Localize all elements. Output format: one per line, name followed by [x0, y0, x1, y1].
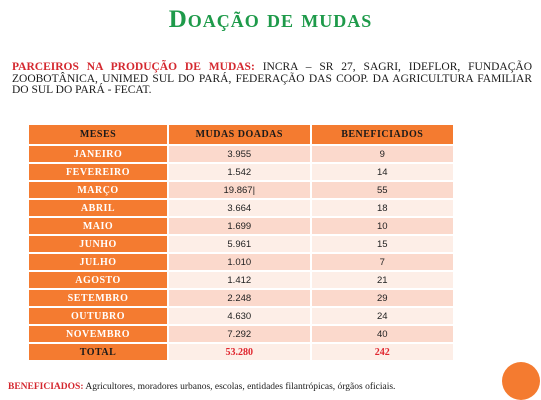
page-title: Doação de mudas: [168, 6, 373, 33]
table-row: JULHO 1.010 7: [28, 253, 454, 271]
month-cell: OUTUBRO: [28, 307, 169, 325]
beneficiados-text: Agricultores, moradores urbanos, escolas…: [85, 382, 396, 392]
beneficiados-cell: 14: [310, 163, 454, 181]
beneficiados-lead: BENEFICIADOS:: [8, 382, 84, 392]
mudas-cell: 1.699: [168, 217, 311, 235]
mudas-cell: 1.542: [168, 163, 311, 181]
mudas-cell: 7.292: [168, 325, 311, 343]
mudas-cell: 1.412: [168, 271, 311, 289]
month-cell: MAIO: [28, 217, 169, 235]
mudas-cell: 2.248: [168, 289, 311, 307]
month-cell: AGOSTO: [28, 271, 169, 289]
mudas-cell: 19.867|: [168, 181, 311, 199]
table-header-row: MESES MUDAS DOADAS BENEFICIADOS: [28, 124, 454, 145]
month-cell: JUNHO: [28, 235, 169, 253]
header-mudas-doadas: MUDAS DOADAS: [168, 124, 311, 145]
table-row: OUTUBRO 4.630 24: [28, 307, 454, 325]
beneficiados-cell: 18: [310, 199, 454, 217]
table-row: NOVEMBRO 7.292 40: [28, 325, 454, 343]
month-cell: JANEIRO: [28, 145, 169, 163]
total-label: TOTAL: [28, 343, 169, 361]
table-row: JANEIRO 3.955 9: [28, 145, 454, 163]
header-meses: MESES: [28, 124, 169, 145]
table-row: MAIO 1.699 10: [28, 217, 454, 235]
beneficiados-cell: 9: [310, 145, 454, 163]
mudas-cell: 3.955: [168, 145, 311, 163]
beneficiados-note: BENEFICIADOS: Agricultores, moradores ur…: [8, 382, 395, 392]
month-cell: JULHO: [28, 253, 169, 271]
beneficiados-cell: 24: [310, 307, 454, 325]
total-beneficiados: 242: [310, 343, 454, 361]
month-cell: NOVEMBRO: [28, 325, 169, 343]
donations-table: MESES MUDAS DOADAS BENEFICIADOS JANEIRO …: [28, 124, 454, 361]
table-row: AGOSTO 1.412 21: [28, 271, 454, 289]
mudas-cell: 5.961: [168, 235, 311, 253]
partners-lead: PARCEIROS NA PRODUÇÃO DE MUDAS:: [12, 61, 255, 73]
month-cell: FEVEREIRO: [28, 163, 169, 181]
total-mudas: 53.280: [168, 343, 311, 361]
beneficiados-cell: 21: [310, 271, 454, 289]
header-beneficiados: BENEFICIADOS: [310, 124, 454, 145]
table-row: ABRIL 3.664 18: [28, 199, 454, 217]
beneficiados-cell: 40: [310, 325, 454, 343]
partners-text: INCRA – SR 27, SAGRI, IDEFLOR, FUNDAÇÃO …: [12, 61, 533, 96]
table-row: FEVEREIRO 1.542 14: [28, 163, 454, 181]
table-row: JUNHO 5.961 15: [28, 235, 454, 253]
mudas-cell: 3.664: [168, 199, 311, 217]
mudas-cell: 4.630: [168, 307, 311, 325]
beneficiados-cell: 15: [310, 235, 454, 253]
beneficiados-cell: 7: [310, 253, 454, 271]
beneficiados-cell: 29: [310, 289, 454, 307]
mudas-cell: 1.010: [168, 253, 311, 271]
month-cell: MARÇO: [28, 181, 169, 199]
partners-paragraph: PARCEIROS NA PRODUÇÃO DE MUDAS: INCRA – …: [12, 61, 533, 97]
beneficiados-cell: 10: [310, 217, 454, 235]
table-row: SETEMBRO 2.248 29: [28, 289, 454, 307]
beneficiados-cell: 55: [310, 181, 454, 199]
table-row: MARÇO 19.867| 55: [28, 181, 454, 199]
month-cell: ABRIL: [28, 199, 169, 217]
table-total-row: TOTAL 53.280 242: [28, 343, 454, 361]
month-cell: SETEMBRO: [28, 289, 169, 307]
decorative-circle: [502, 362, 540, 400]
